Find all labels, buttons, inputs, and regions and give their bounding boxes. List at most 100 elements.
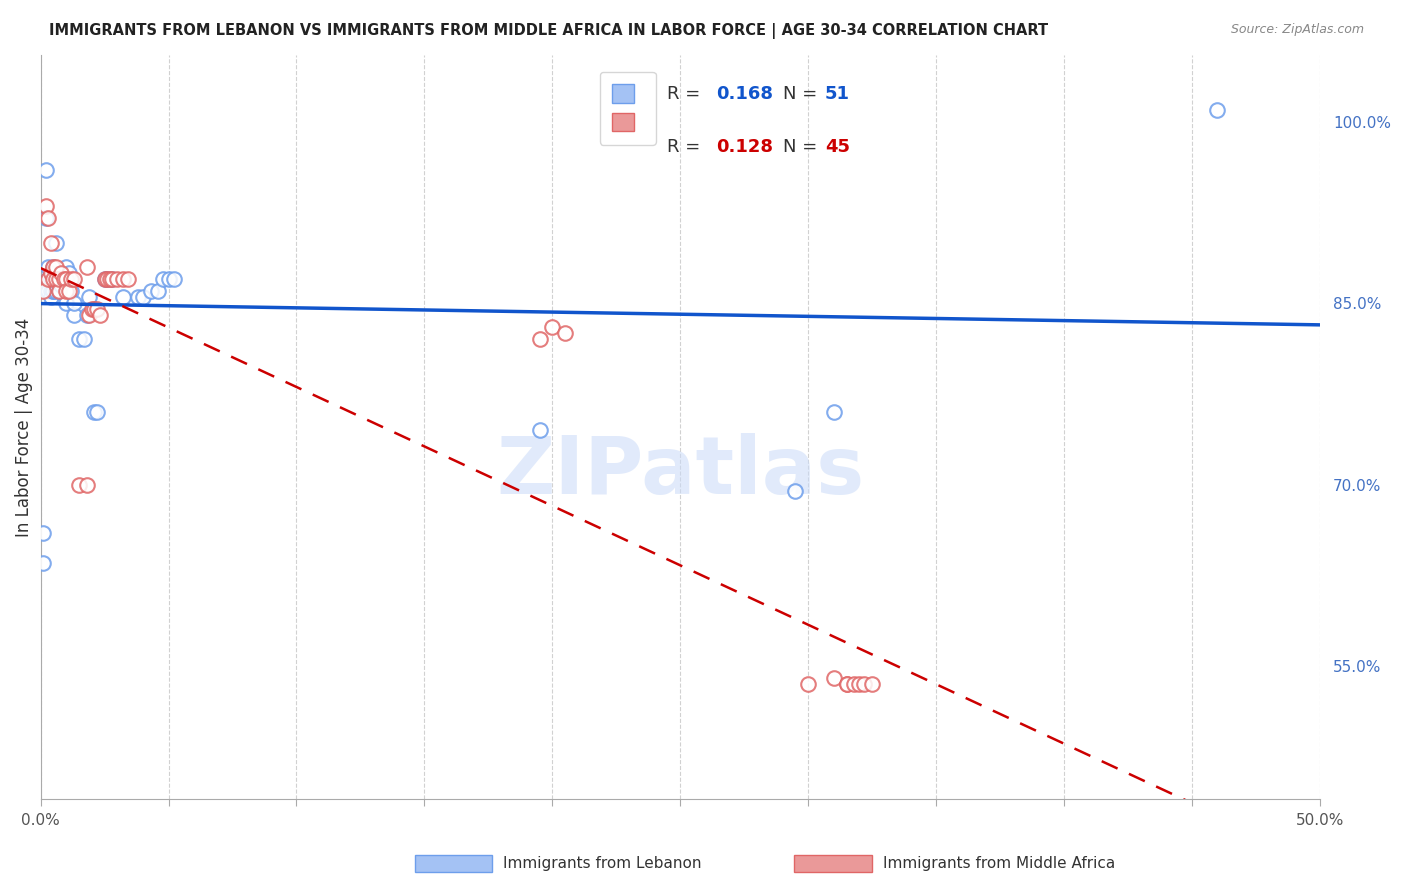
Point [49, 266, 72, 280]
Point [42, 272, 65, 286]
Point [823, 405, 845, 419]
Point [32, 525, 55, 540]
Point [73, 332, 96, 346]
Point [63, 308, 86, 322]
Point [848, 677, 870, 691]
Point [93, 272, 115, 286]
Point [80, 302, 103, 317]
Point [49, 277, 72, 292]
Point [844, 677, 866, 691]
Point [39, 235, 62, 250]
Point [96, 272, 118, 286]
Point [55, 272, 77, 286]
Point [35, 199, 58, 213]
Point [853, 677, 876, 691]
Point [157, 272, 180, 286]
Point [835, 677, 858, 691]
Text: 0.128: 0.128 [716, 138, 773, 156]
Point [42, 284, 65, 298]
Point [67, 332, 90, 346]
Point [39, 272, 62, 286]
Point [89, 308, 111, 322]
Point [39, 266, 62, 280]
Point [76, 477, 98, 491]
Point [52, 272, 75, 286]
Point [49, 272, 72, 286]
Text: Source: ZipAtlas.com: Source: ZipAtlas.com [1230, 23, 1364, 37]
Point [77, 308, 100, 322]
Point [45, 272, 67, 286]
Point [76, 308, 98, 322]
Point [152, 272, 174, 286]
Point [835, 677, 858, 691]
Point [86, 302, 108, 317]
Point [55, 260, 77, 274]
Point [37, 211, 59, 226]
Legend: , : , [600, 71, 655, 145]
Point [42, 260, 65, 274]
Point [63, 272, 86, 286]
Text: 0.168: 0.168 [716, 85, 773, 103]
Point [67, 477, 90, 491]
Point [58, 284, 80, 298]
Point [39, 284, 62, 298]
Point [132, 290, 155, 304]
Point [42, 260, 65, 274]
Point [35, 163, 58, 178]
Point [48, 272, 70, 286]
Point [58, 266, 80, 280]
Point [101, 272, 124, 286]
Text: R =: R = [668, 138, 706, 156]
Point [529, 423, 551, 437]
Point [785, 483, 807, 498]
Point [111, 290, 134, 304]
Point [42, 284, 65, 298]
Point [45, 260, 67, 274]
Point [55, 284, 77, 298]
Point [48, 272, 70, 286]
Point [860, 677, 883, 691]
Point [83, 405, 105, 419]
Point [55, 296, 77, 310]
Point [37, 260, 59, 274]
Point [37, 272, 59, 286]
Point [32, 556, 55, 570]
Text: IMMIGRANTS FROM LEBANON VS IMMIGRANTS FROM MIDDLE AFRICA IN LABOR FORCE | AGE 30: IMMIGRANTS FROM LEBANON VS IMMIGRANTS FR… [49, 23, 1049, 39]
Point [86, 405, 108, 419]
Point [127, 290, 149, 304]
Text: 45: 45 [825, 138, 849, 156]
Point [111, 272, 134, 286]
Point [37, 272, 59, 286]
Text: N =: N = [783, 138, 823, 156]
Text: ZIPatlas: ZIPatlas [496, 433, 865, 511]
Point [48, 284, 70, 298]
Point [117, 272, 139, 286]
Point [107, 272, 129, 286]
Point [163, 272, 186, 286]
Point [93, 272, 115, 286]
Point [32, 284, 55, 298]
Point [55, 272, 77, 286]
Point [76, 260, 98, 274]
Point [60, 284, 83, 298]
Point [554, 326, 576, 341]
Point [42, 272, 65, 286]
Point [55, 284, 77, 298]
Point [797, 677, 820, 691]
Point [63, 296, 86, 310]
Point [77, 290, 100, 304]
Point [45, 284, 67, 298]
Point [96, 272, 118, 286]
Point [148, 284, 170, 298]
Text: Immigrants from Lebanon: Immigrants from Lebanon [503, 856, 702, 871]
Point [48, 284, 70, 298]
Point [52, 272, 75, 286]
Point [37, 284, 59, 298]
Point [139, 284, 162, 298]
Text: Immigrants from Middle Africa: Immigrants from Middle Africa [883, 856, 1115, 871]
Point [98, 272, 121, 286]
Point [1206, 103, 1229, 117]
Y-axis label: In Labor Force | Age 30-34: In Labor Force | Age 30-34 [15, 318, 32, 537]
Text: R =: R = [668, 85, 706, 103]
Point [39, 290, 62, 304]
